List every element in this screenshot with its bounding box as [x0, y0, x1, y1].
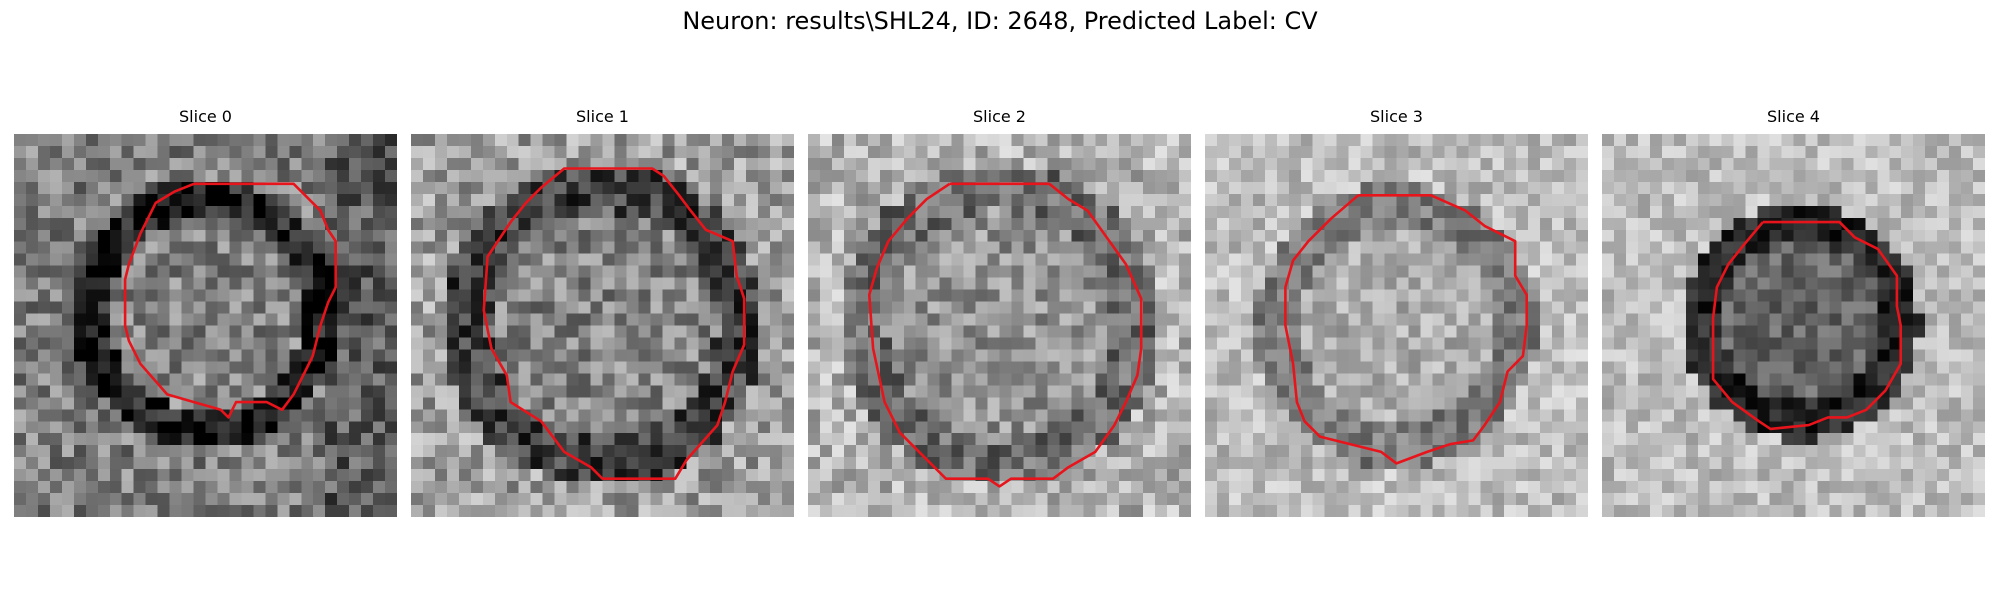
slice-0-pixels: [14, 134, 397, 517]
slice-1-contour: [482, 167, 746, 481]
slice-4-contour: [1711, 220, 1903, 431]
slice-4-title: Slice 4: [1767, 107, 1820, 126]
slice-4-image: [1602, 134, 1985, 517]
slice-1-title: Slice 1: [576, 107, 629, 126]
slice-3-title: Slice 3: [1370, 107, 1423, 126]
slice-3-contour: [1284, 193, 1529, 465]
slice-3-pixels: [1205, 134, 1588, 517]
slice-0-contour: [123, 182, 338, 419]
slice-2-title: Slice 2: [973, 107, 1026, 126]
slice-0-title: Slice 0: [179, 107, 232, 126]
slice-1-pixels: [411, 134, 794, 517]
slice-3-image: [1205, 134, 1588, 517]
slice-2-contour: [867, 182, 1143, 488]
figure-title: Neuron: results\SHL24, ID: 2648, Predict…: [682, 7, 1318, 35]
slice-4-pixels: [1602, 134, 1985, 517]
slice-1-image: [411, 134, 794, 517]
slice-0-image: [14, 134, 397, 517]
slice-2-image: [808, 134, 1191, 517]
